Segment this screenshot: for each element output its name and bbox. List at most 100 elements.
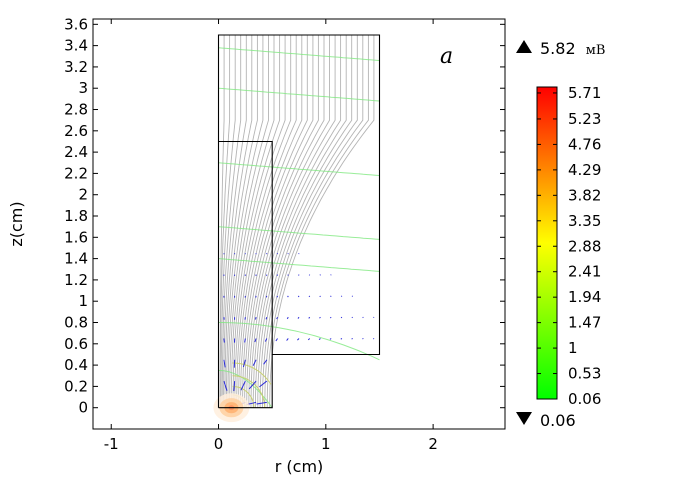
colorbar-tick-label: 5.23 — [568, 110, 601, 128]
field-arrow — [297, 338, 300, 341]
field-arrow — [256, 401, 267, 405]
streamline — [232, 35, 281, 408]
field-arrow — [223, 359, 226, 368]
contour-line — [218, 162, 380, 176]
field-arrows — [223, 253, 375, 409]
field-arrow — [286, 316, 289, 320]
field-arrow — [223, 380, 228, 391]
streamline — [266, 35, 369, 408]
streamline — [219, 35, 231, 408]
contour-line — [218, 369, 273, 409]
y-tick-label: 0 — [78, 399, 88, 417]
contour-line — [218, 322, 380, 361]
field-arrow — [297, 316, 300, 319]
contour-line-source — [232, 375, 266, 408]
y-tick-label: 1.8 — [64, 207, 88, 225]
colorbar-ticks: 5.71 5.23 4.76 4.29 3.82 3.35 2.88 2.41 1.94 1.47… — [537, 84, 601, 408]
streamline — [221, 35, 242, 408]
field-arrow — [330, 295, 332, 297]
field-arrow — [240, 380, 246, 391]
colorbar-tick-label: 1.94 — [568, 288, 601, 306]
field-arrow — [329, 338, 332, 340]
field-arrow — [252, 359, 257, 366]
field-arrow — [340, 316, 343, 319]
y-tick-label: 2 — [78, 186, 88, 204]
streamline — [236, 35, 292, 408]
streamline — [223, 35, 247, 408]
colorbar-max-icon — [516, 40, 532, 53]
field-arrow — [308, 316, 311, 319]
streamline — [242, 35, 308, 408]
streamline — [264, 35, 364, 408]
field-arrow — [265, 317, 268, 320]
field-arrow — [307, 338, 311, 341]
field-arrow — [351, 338, 353, 340]
streamline — [234, 35, 286, 408]
inner-boundary — [218, 140, 273, 355]
y-axis-label: z(cm) — [7, 201, 26, 246]
field-arrow — [297, 295, 300, 298]
field-arrow — [340, 338, 343, 340]
streamline — [240, 35, 303, 408]
field-arrow — [351, 295, 353, 297]
colorbar-min-label: 0.06 — [540, 411, 576, 430]
field-arrow — [254, 338, 257, 343]
field-arrow — [233, 381, 236, 392]
y-tick-label: 1 — [78, 292, 88, 310]
streamline — [230, 35, 275, 408]
streamline — [255, 35, 342, 408]
field-arrow — [340, 295, 343, 297]
y-tick-label: 0.2 — [64, 377, 88, 395]
colorbar-tick-label: 3.82 — [568, 186, 601, 204]
field-arrow — [287, 295, 289, 298]
streamline — [227, 35, 264, 408]
contour-line-source — [232, 362, 272, 385]
y-tick-label: 1.6 — [64, 228, 88, 246]
contour-lines — [218, 47, 380, 409]
streamline — [269, 35, 375, 408]
field-arrow — [286, 338, 289, 341]
panel-annotation: a — [440, 44, 453, 69]
field-arrow — [223, 338, 225, 343]
colorbar-tick-label: 4.29 — [568, 161, 601, 179]
field-arrow — [242, 359, 246, 368]
streamline — [261, 35, 358, 408]
y-tick-label: 1.4 — [64, 250, 88, 268]
field-arrow — [319, 295, 321, 298]
colorbar-tick-label: 1.47 — [568, 314, 601, 332]
y-tick-label: 0.4 — [64, 356, 88, 374]
streamline — [246, 35, 319, 408]
field-arrow — [263, 359, 268, 365]
field-arrow — [275, 338, 278, 342]
field-arrow — [308, 295, 311, 298]
field-arrow — [244, 338, 246, 343]
colorbar-tick-label: 1 — [568, 339, 578, 357]
plot-area — [92, 18, 506, 430]
field-arrow — [351, 316, 353, 319]
field-arrow — [276, 295, 279, 298]
x-axis-label: r (cm) — [275, 457, 324, 476]
colorbar-tick-label: 2.88 — [568, 237, 601, 255]
y-tick-label: 3.2 — [64, 58, 88, 76]
field-arrow — [248, 380, 257, 390]
contour-line — [218, 87, 380, 102]
contour-line — [218, 226, 380, 240]
streamline — [238, 35, 297, 408]
field-arrow — [276, 316, 278, 320]
field-arrow — [319, 316, 321, 319]
field-arrow — [362, 316, 364, 319]
x-tick-label: 2 — [428, 435, 438, 453]
y-tick-label: 3 — [78, 79, 88, 97]
y-tick-label: 0.8 — [64, 314, 88, 332]
y-tick-label: 2.2 — [64, 164, 88, 182]
colorbar-tick-label: 0.06 — [568, 390, 601, 408]
colorbar-max-label: 5.82 мВ — [540, 39, 605, 58]
colorbar-tick-label: 0.53 — [568, 365, 601, 383]
streamline — [257, 35, 347, 408]
field-arrow — [259, 380, 268, 388]
y-tick-label: 0.6 — [64, 335, 88, 353]
geometry-outline — [217, 34, 381, 409]
streamline — [224, 35, 253, 408]
y-tick-label: 3.4 — [64, 37, 88, 55]
